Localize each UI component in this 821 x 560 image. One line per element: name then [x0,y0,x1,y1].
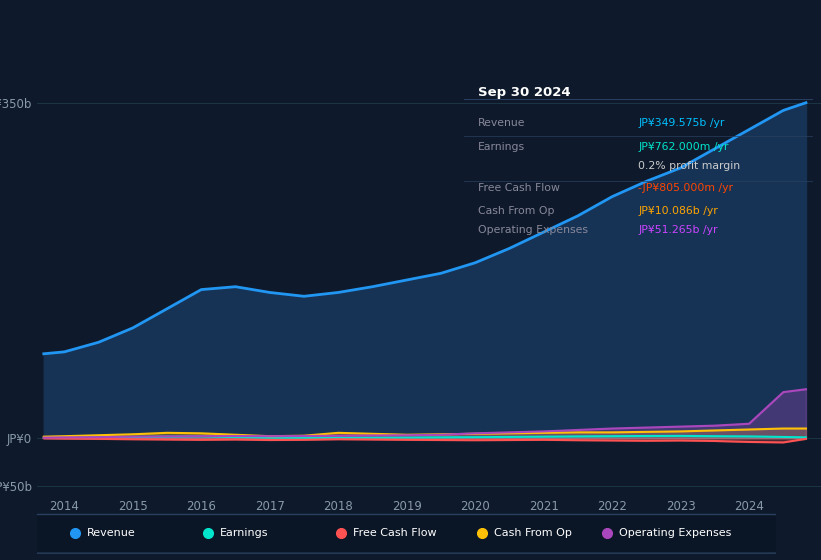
Text: Free Cash Flow: Free Cash Flow [353,529,437,538]
Text: JP¥762.000m /yr: JP¥762.000m /yr [639,142,729,152]
FancyBboxPatch shape [22,515,783,553]
Text: Cash From Op: Cash From Op [478,206,554,216]
Text: Cash From Op: Cash From Op [493,529,571,538]
Text: Revenue: Revenue [87,529,136,538]
Text: Sep 30 2024: Sep 30 2024 [478,86,571,99]
Text: JP¥51.265b /yr: JP¥51.265b /yr [639,225,718,235]
Text: JP¥10.086b /yr: JP¥10.086b /yr [639,206,718,216]
Text: -JP¥805.000m /yr: -JP¥805.000m /yr [639,184,733,194]
Text: JP¥349.575b /yr: JP¥349.575b /yr [639,118,725,128]
Text: Operating Expenses: Operating Expenses [478,225,588,235]
Text: 0.2% profit margin: 0.2% profit margin [639,161,741,171]
Text: Free Cash Flow: Free Cash Flow [478,184,560,194]
Text: Operating Expenses: Operating Expenses [619,529,732,538]
Text: Revenue: Revenue [478,118,525,128]
Text: Earnings: Earnings [478,142,525,152]
Text: Earnings: Earnings [220,529,268,538]
